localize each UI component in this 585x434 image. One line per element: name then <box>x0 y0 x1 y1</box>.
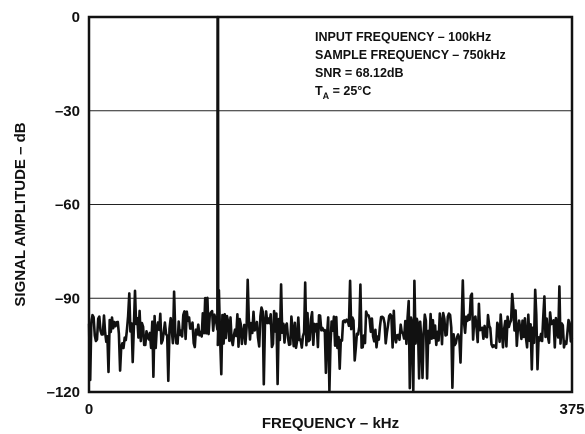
y-tick-label: –90 <box>55 290 80 307</box>
annotation-text: = 25°C <box>329 84 371 98</box>
y-tick-label: –60 <box>55 197 80 214</box>
x-tick-label: 0 <box>85 401 93 418</box>
plot-frame <box>87 15 574 394</box>
y-tick-labels: 0 –30 –60 –90 –120 <box>47 9 80 401</box>
y-tick-label: 0 <box>72 9 80 26</box>
gridlines <box>89 110 572 299</box>
y-tick-label: –120 <box>47 384 80 401</box>
annotation-line-1: INPUT FREQUENCY – 100kHz <box>315 30 491 44</box>
fft-series <box>87 15 574 392</box>
y-tick-label: –30 <box>55 103 80 120</box>
annotation-line-2: SAMPLE FREQUENCY – 750kHz <box>315 48 506 62</box>
annotation-block: INPUT FREQUENCY – 100kHz SAMPLE FREQUENCY… <box>315 30 506 101</box>
annotation-text: SAMPLE FREQUENCY – 750kHz <box>315 48 506 62</box>
spectrum-line <box>87 15 574 392</box>
x-axis-title: FREQUENCY – kHz <box>262 415 399 432</box>
x-tick-labels: 0 375 <box>85 401 585 418</box>
x-tick-label: 375 <box>559 401 584 418</box>
annotation-line-3: SNR = 68.12dB <box>315 66 404 80</box>
annotation-subscript: A <box>323 91 330 101</box>
annotation-text: INPUT FREQUENCY – 100kHz <box>315 30 491 44</box>
y-axis-title: SIGNAL AMPLITUDE – dB <box>12 122 29 306</box>
annotation-text: T <box>315 84 323 98</box>
annotation-line-4: TA = 25°C <box>315 84 371 101</box>
annotation-text: SNR = 68.12dB <box>315 66 404 80</box>
